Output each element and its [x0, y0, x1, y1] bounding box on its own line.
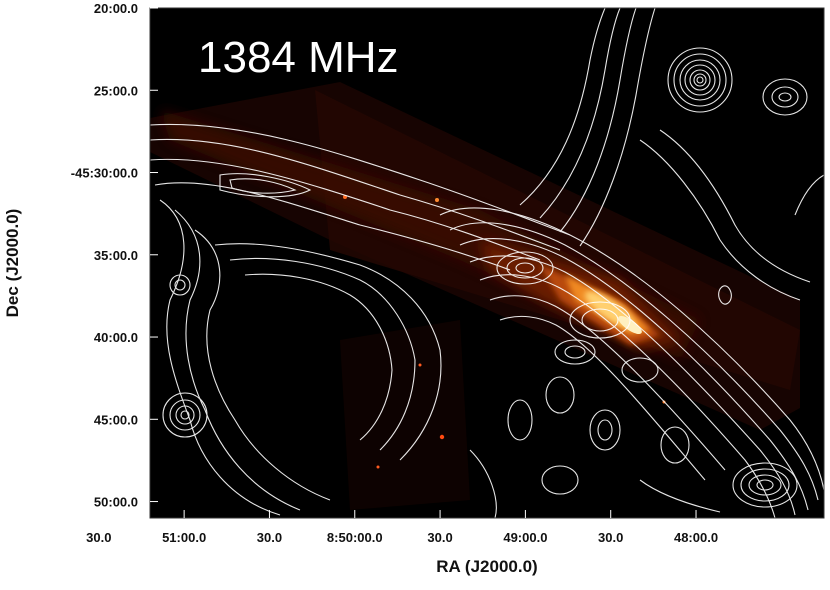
x-tick-label: 30.0	[427, 530, 452, 545]
chart-title: 1384 MHz	[198, 33, 399, 82]
x-tick-label: 30.0	[86, 530, 111, 545]
x-tick-label: 49:00.0	[503, 530, 547, 545]
y-tick-label: -45:30:00.0	[71, 166, 138, 181]
x-axis-ticks: 30.0 51:00.0 30.0 8:50:00.0 30.0 49:00.0 30.0 4…	[86, 510, 718, 545]
contours	[150, 8, 824, 518]
y-tick-label: 40:00.0	[94, 330, 138, 345]
y-tick-label: 20:00.0	[94, 1, 138, 16]
x-tick-label: 30.0	[598, 530, 623, 545]
x-tick-label: 51:00.0	[162, 530, 206, 545]
y-axis-ticks: 20:00.0 25:00.0 -45:30:00.0 35:00.0 40:00.0 4…	[71, 1, 158, 510]
y-tick-label: 35:00.0	[94, 248, 138, 263]
x-tick-label: 48:00.0	[674, 530, 718, 545]
y-tick-label: 50:00.0	[94, 495, 138, 510]
x-axis-label: RA (J2000.0)	[436, 557, 537, 576]
plot-frame	[149, 7, 825, 519]
x-tick-label: 30.0	[257, 530, 282, 545]
emission-image	[150, 82, 800, 510]
x-tick-label: 8:50:00.0	[327, 530, 383, 545]
y-tick-label: 45:00.0	[94, 412, 138, 427]
y-tick-label: 25:00.0	[94, 83, 138, 98]
y-axis-label: Dec (J2000.0)	[3, 209, 22, 318]
